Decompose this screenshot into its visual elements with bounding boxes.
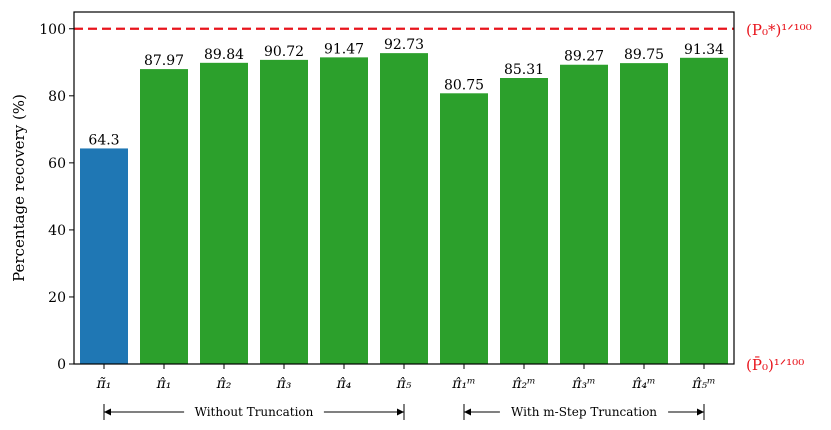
bar-value-label: 89.75 (624, 47, 664, 63)
arrow-left-icon (104, 408, 111, 416)
bar (260, 59, 308, 364)
x-tick-label: π̂₁ (156, 376, 172, 392)
bar-value-label: 90.72 (264, 44, 304, 60)
x-tick-label: π̂₅ᵐ (691, 376, 715, 392)
bar (680, 57, 728, 365)
x-tick-label: π̂₁ᵐ (451, 376, 475, 392)
bar-value-label: 87.97 (144, 53, 184, 69)
bar-value-label: 80.75 (444, 77, 484, 93)
bar (80, 148, 128, 364)
value-labels: 64.3 87.97 89.84 90.72 91.47 92.73 80.75 85.31 8… (88, 37, 724, 148)
x-tick-label: π̂₂ᵐ (511, 376, 535, 392)
bar (200, 62, 248, 365)
bar (620, 63, 668, 364)
x-tick-label: π̂₃ (276, 376, 292, 392)
x-tick-label: π̂₂ (216, 376, 232, 392)
arrow-left-icon (464, 408, 471, 416)
bar (140, 69, 188, 364)
bars-layer (80, 53, 728, 365)
y-tick-label: 100 (39, 22, 66, 38)
x-tick-label: π̂₄ (336, 376, 352, 392)
x-ticks: π̃₁ π̂₁ π̂₂ π̂₃ π̂₄ π̂₅ π̂₁ᵐ π̂₂ᵐ π̂₃ᵐ π̂₄ᵐ π̂₅ᵐ (96, 364, 716, 392)
reference-label-bottom: (P̄₀)¹ᐟ¹⁰⁰ (746, 356, 804, 374)
x-tick-label: π̃₁ (96, 376, 112, 392)
bar-value-label: 91.34 (684, 42, 724, 58)
arrow-right-icon (397, 408, 404, 416)
bar-value-label: 89.84 (204, 47, 244, 63)
bar-value-label: 64.3 (88, 132, 119, 148)
y-tick-label: 40 (48, 223, 66, 239)
reference-label-top: (P₀*)¹ᐟ¹⁰⁰ (746, 21, 812, 39)
bar-value-label: 92.73 (384, 37, 424, 53)
bar-value-label: 91.47 (324, 41, 364, 57)
group-label: With m-Step Truncation (511, 405, 657, 419)
y-tick-label: 20 (48, 290, 66, 306)
bar (380, 53, 428, 364)
bar (440, 93, 488, 365)
y-axis-label: Percentage recovery (%) (10, 94, 28, 282)
bar (320, 57, 368, 364)
bar-value-label: 85.31 (504, 62, 544, 78)
bar (560, 64, 608, 364)
group-label: Without Truncation (195, 405, 314, 419)
x-tick-label: π̂₃ᵐ (571, 376, 595, 392)
y-tick-label: 80 (48, 89, 66, 105)
x-tick-label: π̂₅ (396, 376, 412, 392)
group-brackets: Without Truncation With m-Step Truncation (103, 404, 705, 420)
y-tick-label: 0 (57, 357, 66, 373)
arrow-right-icon (697, 408, 704, 416)
y-tick-label: 60 (48, 156, 66, 172)
bar (500, 78, 548, 364)
x-tick-label: π̂₄ᵐ (631, 376, 655, 392)
bar-value-label: 89.27 (564, 49, 604, 65)
y-ticks: 0 20 40 60 80 100 (39, 22, 74, 373)
